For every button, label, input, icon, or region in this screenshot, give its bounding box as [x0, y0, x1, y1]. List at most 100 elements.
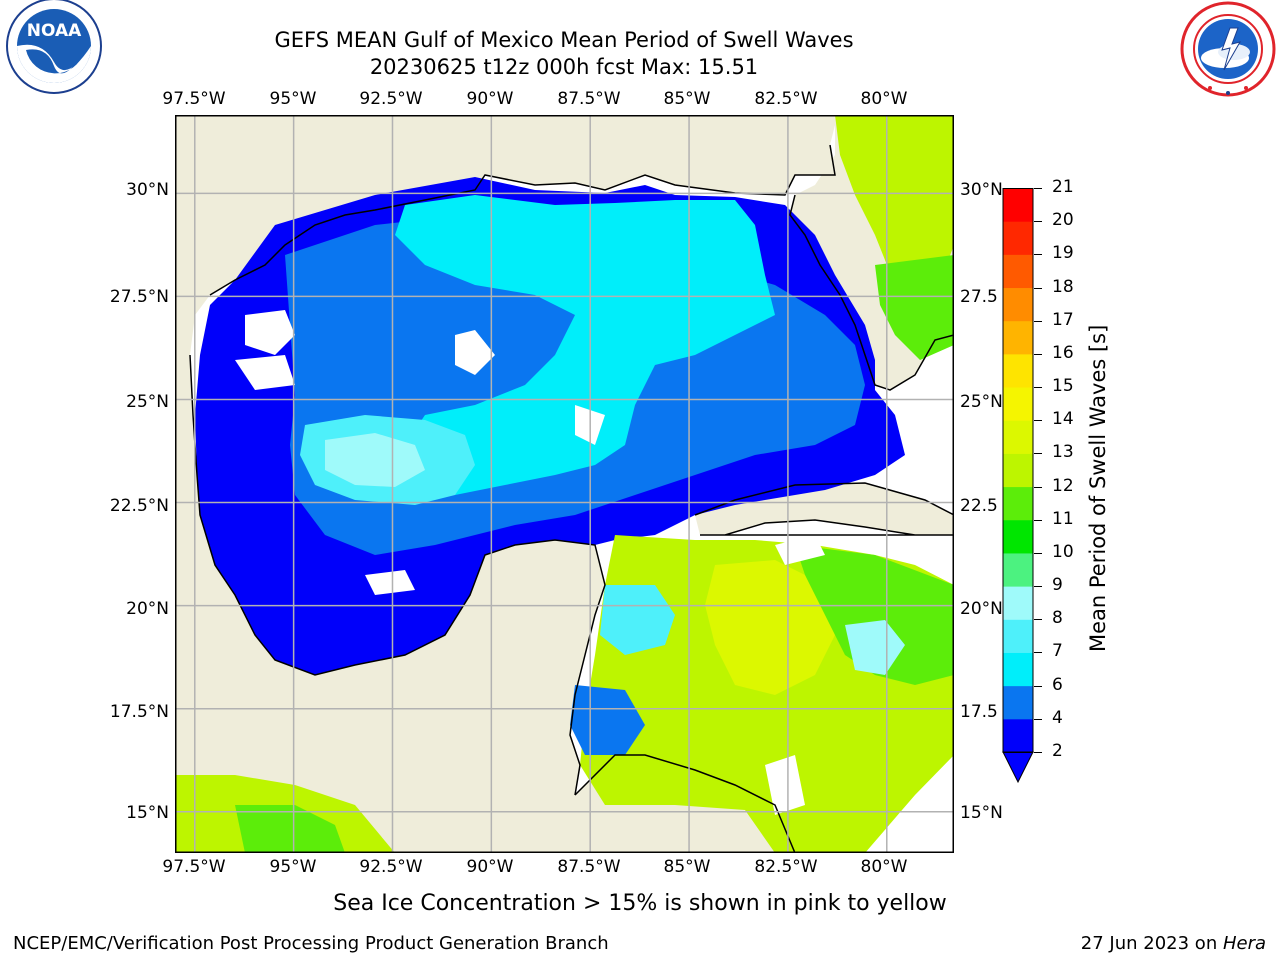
colorbar-swatch [1003, 287, 1033, 322]
colorbar-swatch [1003, 387, 1033, 421]
lon-label: 95°W [269, 89, 317, 109]
lon-label: 97.5°W [162, 857, 226, 877]
colorbar-tick-mark [1034, 254, 1042, 256]
lat-label: 15°N [960, 803, 1003, 823]
lon-label: 97.5°W [162, 89, 226, 109]
lon-label: 80°W [860, 89, 908, 109]
colorbar-tick-label: 13 [1052, 442, 1074, 463]
colorbar-tick-label: 12 [1052, 475, 1074, 496]
colorbar-tick-mark [1034, 387, 1042, 389]
lat-label: 17.5 [960, 702, 998, 722]
colorbar-swatch [1003, 453, 1033, 488]
lat-label: 27.5 [960, 287, 998, 307]
lat-label: 30°N [126, 180, 169, 200]
colorbar-tick-label: 19 [1052, 243, 1074, 264]
pacific-swell-green [235, 805, 345, 853]
lat-label: 15°N [126, 803, 169, 823]
colorbar-tick-label: 15 [1052, 376, 1074, 397]
colorbar-tick-label: 16 [1052, 342, 1074, 363]
lon-label: 92.5°W [359, 857, 423, 877]
colorbar-tick-mark [1034, 752, 1042, 753]
lon-label: 87.5°W [557, 857, 621, 877]
caribbean-swell-green [795, 545, 954, 685]
nws-logo [1180, 1, 1276, 97]
colorbar-swatch [1003, 221, 1033, 255]
colorbar-swatch [1003, 718, 1033, 753]
graticule [175, 115, 954, 853]
noaa-wordmark: NOAA [27, 21, 82, 41]
colorbar-tick-mark [1034, 453, 1042, 455]
colorbar-swatch [1003, 652, 1033, 687]
lat-label: 22.5 [960, 496, 998, 516]
colorbar-tick-mark [1034, 353, 1042, 355]
map-frame [175, 115, 954, 853]
colorbar-tick-label: 8 [1052, 608, 1063, 629]
lat-label: 22.5°N [109, 496, 169, 516]
caribbean-swell-yellow [705, 560, 835, 695]
sea-ice-note: Sea Ice Concentration > 15% is shown in … [333, 891, 947, 916]
atlantic-swell-green [875, 255, 954, 360]
footer-left: NCEP/EMC/Verification Post Processing Pr… [13, 933, 609, 954]
colorbar-tick-mark [1034, 552, 1042, 554]
lat-label: 30°N [960, 180, 1003, 200]
colorbar-swatch [1003, 552, 1033, 587]
lat-label: 27.5°N [109, 287, 169, 307]
coastlines [189, 144, 954, 853]
caribbean-swell-east-cyan [845, 620, 905, 675]
colorbar-tick-label: 11 [1052, 508, 1074, 529]
colorbar-swatch [1003, 619, 1033, 653]
gulf-swell-cyan [395, 195, 775, 495]
colorbar-tick-label: 18 [1052, 276, 1074, 297]
colorbar-tick-label: 17 [1052, 309, 1074, 330]
chart-title: GEFS MEAN Gulf of Mexico Mean Period of … [274, 28, 854, 52]
colorbar-tick-mark [1034, 619, 1042, 621]
colorbar-tick-mark [1034, 718, 1042, 720]
colorbar-tick-mark [1034, 188, 1042, 189]
colorbar-tick-mark [1034, 519, 1042, 521]
lat-label: 25°N [960, 392, 1003, 412]
colorbar-frame [1002, 188, 1034, 753]
colorbar-label: Mean Period of Swell Waves [s] [1086, 324, 1110, 652]
footer-date: 27 Jun 2023 on [1080, 933, 1223, 954]
colorbar-tick-label: 20 [1052, 210, 1074, 231]
colorbar-tick-mark [1034, 652, 1042, 654]
lon-label: 90°W [466, 89, 514, 109]
colorbar-tick-label: 21 [1052, 177, 1074, 197]
colorbar-swatch [1003, 353, 1033, 388]
colorbar-tick-label: 10 [1052, 541, 1074, 562]
lon-label: 85°W [663, 89, 711, 109]
colorbar-tick-mark [1034, 221, 1042, 223]
colorbar-tick-mark [1034, 420, 1042, 422]
lon-label: 80°W [860, 857, 908, 877]
footer-host: Hera [1222, 933, 1266, 954]
swell-period-field [175, 115, 954, 853]
colorbar-swatch [1003, 486, 1033, 521]
colorbar-tick-label: 7 [1052, 641, 1063, 662]
colorbar-swatch [1003, 685, 1033, 720]
gulf-swell-pale-cyan [325, 433, 425, 487]
us-mexico-land [175, 115, 954, 853]
lat-label: 20°N [126, 599, 169, 619]
lon-label: 92.5°W [359, 89, 423, 109]
lon-label: 82.5°W [754, 89, 818, 109]
lat-label: 20°N [960, 599, 1003, 619]
lon-label: 85°W [663, 857, 711, 877]
lon-label: 82.5°W [754, 857, 818, 877]
atlantic-swell-yellowgreen [835, 115, 954, 305]
colorbar-swatch [1003, 188, 1033, 222]
colorbar-swatch [1003, 420, 1033, 454]
colorbar-tick-label: 4 [1052, 707, 1063, 728]
colorbar-swatches [1002, 188, 1034, 784]
colorbar-tick-label: 6 [1052, 674, 1063, 695]
colorbar-tick-label: 2 [1052, 741, 1063, 761]
colorbar-swatch [1003, 320, 1033, 355]
chart-subtitle: 20230625 t12z 000h fcst Max: 15.51 [369, 55, 759, 79]
lat-label: 25°N [126, 392, 169, 412]
colorbar-tick-mark [1034, 685, 1042, 687]
colorbar-tick-mark [1034, 586, 1042, 588]
footer-right: 27 Jun 2023 on Hera [1081, 933, 1266, 954]
colorbar-tick-mark [1034, 320, 1042, 322]
colorbar-tick-label: 14 [1052, 409, 1074, 430]
lon-label: 95°W [269, 857, 317, 877]
colorbar-swatch [1003, 254, 1033, 289]
